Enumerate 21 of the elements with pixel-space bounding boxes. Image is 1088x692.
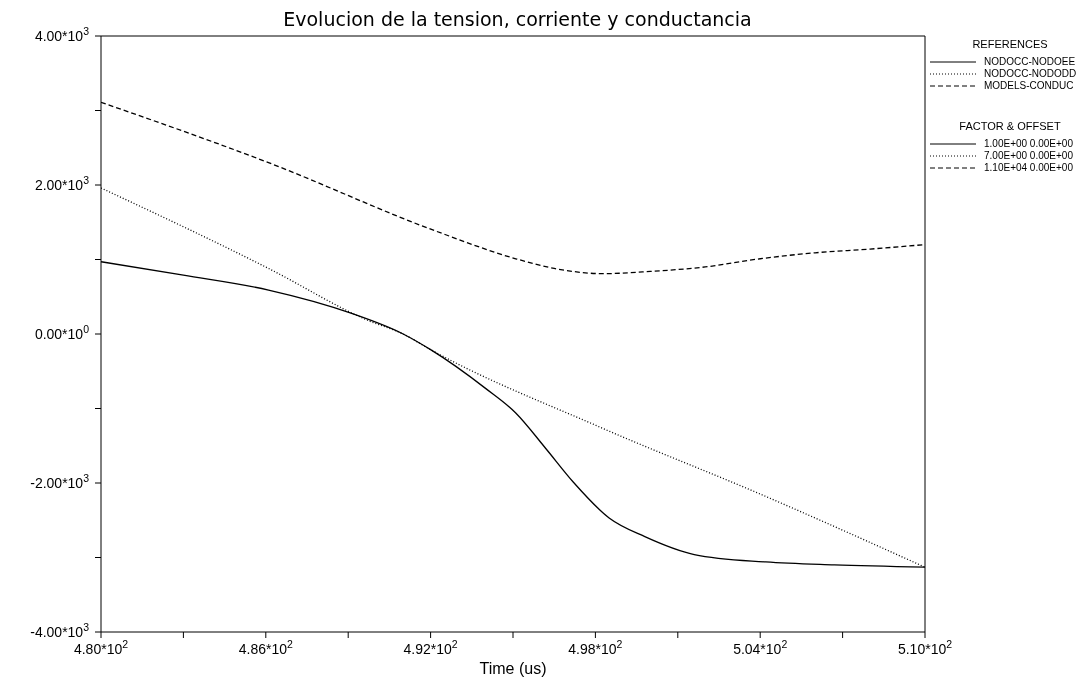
legend-label: NODOCC-NODOEE [983,56,1077,68]
y-tick-label: -2.00*10$^{3}$ [30,472,90,491]
text: FACTOR & OFFSET [958,120,1062,132]
text: 1.00E+00 0.00E+00 [983,138,1074,150]
legend-label: MODELS-CONDUC [983,80,1075,92]
legend-label: NODOCC-NODODD [983,68,1078,80]
y-tick-label: 0.00*10$^{0}$ [34,323,90,342]
x-tick-label: 4.86*10$^{2}$ [238,638,294,657]
x-tick-label: 4.80*10$^{2}$ [73,638,129,657]
x-tick-label: 4.92*10$^{2}$ [403,638,458,657]
x-tick-label: 5.10*10$^{2}$ [897,638,953,657]
y-tick-label: 4.00*10$^{3}$ [34,25,90,44]
text: 1.10E+04 0.00E+00 [983,162,1074,174]
x-tick-label: 4.98*10$^{2}$ [568,638,623,657]
chart-title: Evolucion de la tension, corriente y conductancia [282,8,753,30]
y-tick-label: -4.00*10$^{3}$ [30,621,90,640]
x-axis-title: Time (us) [479,660,547,677]
legend-title: REFERENCES [971,38,1049,50]
y-tick-label: 2.00*10$^{3}$ [34,174,90,193]
x-tick-label: 5.04*10$^{2}$ [733,638,788,657]
text: 7.00E+00 0.00E+00 [983,150,1074,162]
